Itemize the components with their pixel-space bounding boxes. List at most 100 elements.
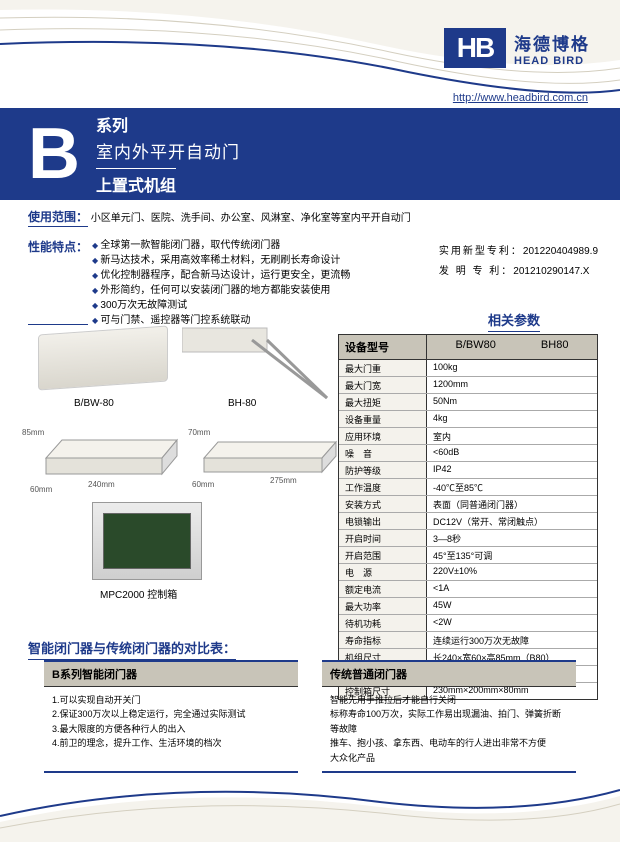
compare-right-header: 传统普通闭门器 [322, 662, 576, 687]
param-val: 45°至135°可调 [427, 547, 597, 563]
brand-name-cn: 海德博格 [514, 30, 590, 55]
param-row: 开启范围45°至135°可调 [339, 547, 597, 564]
dim-70: 70mm [188, 428, 210, 437]
feature-item: 全球第一款智能闭门器，取代传统闭门器 [92, 238, 350, 253]
brand-url-link[interactable]: http://www.headbird.com.cn [453, 92, 588, 104]
param-row: 最大门重100kg [339, 360, 597, 377]
features-list: 全球第一款智能闭门器，取代传统闭门器新马达技术，采用高效率稀土材料，无刷刷长寿命… [92, 238, 350, 328]
params-title: 相关参数 [488, 310, 540, 332]
compare-right-body: 智能先用手推拉后才能自行关闭标称寿命100万次，实际工作易出现漏油、拍门、弹簧折… [322, 687, 576, 773]
param-key: 寿命指标 [339, 632, 427, 648]
patent-number: 201220404989.9 [523, 242, 598, 262]
dim-275: 275mm [270, 476, 297, 485]
param-key: 噪 音 [339, 445, 427, 461]
params-model1: B/BW80 [456, 339, 496, 355]
param-key: 最大扭矩 [339, 394, 427, 410]
patent-number: 201210290147.X [513, 262, 589, 282]
brand-url: http://www.headbird.com.cn [453, 92, 588, 104]
param-row: 设备重量4kg [339, 411, 597, 428]
params-header-label: 设备型号 [339, 335, 427, 359]
param-key: 电锁输出 [339, 513, 427, 529]
dim-60b: 60mm [192, 480, 214, 489]
param-val: <1A [427, 581, 597, 597]
series-letter: B [28, 118, 80, 190]
product1-label: B/BW-80 [74, 398, 114, 409]
param-row: 最大功率45W [339, 598, 597, 615]
product1-dims [22, 418, 182, 488]
param-key: 工作温度 [339, 479, 427, 495]
param-row: 额定电流<1A [339, 581, 597, 598]
title-line3: 上置式机组 [96, 168, 176, 196]
params-table: 设备型号 B/BW80 BH80 最大门重100kg最大门宽1200mm最大扭矩… [338, 334, 598, 700]
feature-item: 新马达技术，采用高效率稀土材料，无刷刷长寿命设计 [92, 253, 350, 268]
title-line1: 系列 [96, 112, 240, 136]
param-row: 噪 音<60dB [339, 445, 597, 462]
param-row: 电锁输出DC12V（常开、常闭触点） [339, 513, 597, 530]
param-key: 开启时间 [339, 530, 427, 546]
param-val: DC12V（常开、常闭触点） [427, 513, 597, 529]
title-band: B 系列 室内外平开自动门 上置式机组 [0, 108, 620, 200]
param-val: -40℃至85℃ [427, 479, 597, 495]
product-images: B/BW-80 BH-80 85mm 240mm 60mm 70mm 275mm… [22, 320, 322, 600]
feature-item: 外形简约，任何可以安装闭门器的地方都能安装使用 [92, 283, 350, 298]
param-key: 设备重量 [339, 411, 427, 427]
patents: 实用新型专利：201220404989.9 发 明 专 利：20121029014… [439, 242, 598, 282]
patent-label: 发 明 专 利： [439, 262, 513, 282]
param-key: 最大门重 [339, 360, 427, 376]
param-row: 最大扭矩50Nm [339, 394, 597, 411]
param-key: 额定电流 [339, 581, 427, 597]
patent-label: 实用新型专利： [439, 242, 523, 262]
param-row: 工作温度-40℃至85℃ [339, 479, 597, 496]
compare-title: 智能闭门器与传统闭门器的对比表： [28, 638, 236, 660]
param-row: 防护等级IP42 [339, 462, 597, 479]
features-label: 性能特点： [28, 238, 88, 325]
param-row: 电 源220V±10% [339, 564, 597, 581]
param-row: 开启时间3—8秒 [339, 530, 597, 547]
scope-row: 使用范围： 小区单元门、医院、洗手间、办公室、风淋室、净化室等室内平开自动门 [28, 208, 598, 230]
brand-name-en: HEAD BIRD [514, 55, 590, 67]
product3-label: MPC2000 控制箱 [100, 586, 177, 601]
param-val: 1200mm [427, 377, 597, 393]
dim-60a: 60mm [30, 485, 52, 494]
param-val: 45W [427, 598, 597, 614]
params-model2: BH80 [541, 339, 569, 355]
param-val: 100kg [427, 360, 597, 376]
param-val: 3—8秒 [427, 530, 597, 546]
param-val: 4kg [427, 411, 597, 427]
compare-left-header: B系列智能闭门器 [44, 662, 298, 687]
feature-item: 优化控制器程序，配合新马达设计，运行更安全，更流畅 [92, 268, 350, 283]
compare-left-body: 1.可以实现自动开关门2.保证300万次以上稳定运行，完全通过实际测试3.最大限… [44, 687, 298, 773]
product2-arm [182, 320, 332, 410]
param-row: 安装方式表面（同普通闭门器） [339, 496, 597, 513]
param-val: IP42 [427, 462, 597, 478]
param-row: 最大门宽1200mm [339, 377, 597, 394]
param-key: 电 源 [339, 564, 427, 580]
param-val: 连续运行300万次无故障 [427, 632, 597, 648]
param-key: 最大功率 [339, 598, 427, 614]
logo-mark: HB [444, 28, 506, 68]
brand-logo: HB 海德博格 HEAD BIRD [444, 28, 590, 68]
param-row: 待机功耗<2W [339, 615, 597, 632]
param-key: 安装方式 [339, 496, 427, 512]
param-val: 室内 [427, 428, 597, 444]
param-val: 50Nm [427, 394, 597, 410]
param-val: <60dB [427, 445, 597, 461]
scope-text: 小区单元门、医院、洗手间、办公室、风淋室、净化室等室内平开自动门 [91, 213, 411, 224]
param-val: 表面（同普通闭门器） [427, 496, 597, 512]
product2-label: BH-80 [228, 398, 256, 409]
param-key: 应用环境 [339, 428, 427, 444]
param-key: 待机功耗 [339, 615, 427, 631]
param-val: 220V±10% [427, 564, 597, 580]
param-key: 开启范围 [339, 547, 427, 563]
param-row: 应用环境室内 [339, 428, 597, 445]
param-key: 防护等级 [339, 462, 427, 478]
title-line2: 室内外平开自动门 [96, 138, 240, 163]
compare-table: B系列智能闭门器 1.可以实现自动开关门2.保证300万次以上稳定运行，完全通过… [44, 660, 576, 773]
feature-item: 300万次无故障测试 [92, 298, 350, 313]
param-key: 最大门宽 [339, 377, 427, 393]
param-val: <2W [427, 615, 597, 631]
dim-240: 240mm [88, 480, 115, 489]
param-row: 寿命指标连续运行300万次无故障 [339, 632, 597, 649]
scope-label: 使用范围： [28, 208, 88, 227]
dim-85: 85mm [22, 428, 44, 437]
